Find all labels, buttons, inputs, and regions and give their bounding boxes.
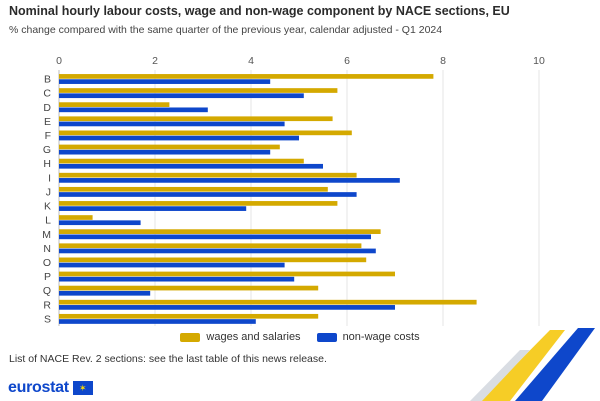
gridlines	[58, 70, 540, 326]
x-tick-label: 10	[533, 55, 545, 67]
bar-wages-H[interactable]	[59, 158, 304, 164]
bar-wages-R[interactable]	[59, 299, 477, 305]
bar-wages-N[interactable]	[59, 243, 362, 249]
category-label-O: O	[43, 257, 51, 269]
category-label-M: M	[42, 229, 51, 241]
category-label-H: H	[43, 158, 51, 170]
bar-nonwage-P[interactable]	[59, 276, 295, 282]
bar-nonwage-D[interactable]	[59, 107, 208, 113]
category-label-I: I	[48, 172, 51, 184]
category-label-C: C	[43, 88, 51, 100]
bar-nonwage-K[interactable]	[59, 206, 247, 211]
bar-wages-L[interactable]	[59, 215, 93, 220]
legend-item-nonwage[interactable]: non-wage costs	[316, 331, 420, 343]
corner-blue-stripe	[515, 328, 595, 401]
bar-nonwage-S[interactable]	[59, 319, 256, 324]
category-label-E: E	[44, 116, 51, 128]
bar-wages-M[interactable]	[59, 229, 381, 234]
bar-wages-O[interactable]	[59, 257, 367, 263]
bar-nonwage-F[interactable]	[59, 135, 299, 141]
bar-wages-F[interactable]	[59, 130, 352, 136]
category-label-P: P	[44, 271, 51, 283]
bar-wages-G[interactable]	[59, 144, 280, 150]
category-label-Q: Q	[43, 285, 51, 297]
bar-nonwage-N[interactable]	[59, 248, 376, 254]
chart-title: Nominal hourly labour costs, wage and no…	[9, 4, 510, 18]
category-label-D: D	[43, 102, 51, 114]
bar-wages-C[interactable]	[59, 88, 338, 93]
bar-wages-S[interactable]	[59, 313, 319, 319]
corner-yellow-stripe	[480, 330, 565, 401]
corner-decoration	[470, 328, 595, 401]
bar-nonwage-O[interactable]	[59, 262, 285, 268]
bar-wages-Q[interactable]	[59, 285, 319, 291]
bar-nonwage-L[interactable]	[59, 220, 141, 226]
category-label-B: B	[44, 74, 51, 86]
category-label-G: G	[43, 144, 51, 156]
x-tick-label: 0	[56, 55, 62, 67]
bar-nonwage-J[interactable]	[59, 192, 357, 197]
footnote: List of NACE Rev. 2 sections: see the la…	[9, 353, 327, 365]
bar-nonwage-Q[interactable]	[59, 290, 151, 296]
category-label-K: K	[44, 201, 51, 213]
bar-wages-D[interactable]	[59, 102, 170, 107]
chart-legend: wages and salaries non-wage costs	[0, 331, 600, 343]
bar-nonwage-E[interactable]	[59, 121, 285, 127]
bars	[59, 74, 477, 324]
x-axis-ticks: 0 2 4 6 8 10	[56, 55, 545, 67]
bar-nonwage-B[interactable]	[59, 79, 271, 84]
legend-swatch-nonwage	[316, 332, 337, 342]
x-tick-label: 6	[344, 55, 350, 67]
bar-wages-K[interactable]	[59, 201, 338, 206]
x-tick-label: 4	[248, 55, 254, 67]
bar-wages-J[interactable]	[59, 186, 328, 192]
bar-wages-E[interactable]	[59, 116, 333, 122]
x-tick-label: 8	[440, 55, 446, 67]
corner-grey-stripe	[470, 350, 530, 401]
bar-nonwage-G[interactable]	[59, 149, 271, 155]
category-label-N: N	[43, 243, 51, 255]
bar-wages-I[interactable]	[59, 172, 357, 178]
legend-label-nonwage: non-wage costs	[342, 331, 420, 343]
category-label-R: R	[43, 299, 51, 311]
legend-item-wages[interactable]: wages and salaries	[180, 331, 301, 343]
logo-text: eurostat	[8, 379, 69, 396]
legend-label-wages: wages and salaries	[206, 331, 301, 343]
category-label-L: L	[45, 215, 51, 227]
category-label-S: S	[44, 313, 51, 325]
bar-wages-P[interactable]	[59, 271, 395, 277]
chart-subtitle: % change compared with the same quarter …	[9, 24, 443, 36]
bar-nonwage-C[interactable]	[59, 93, 304, 99]
eurostat-logo: eurostat ✶	[8, 379, 93, 397]
legend-swatch-wages	[180, 332, 201, 342]
bar-nonwage-M[interactable]	[59, 234, 371, 240]
x-tick-label: 2	[152, 55, 158, 67]
bar-wages-B[interactable]	[59, 74, 434, 79]
eu-flag-icon: ✶	[72, 381, 93, 395]
category-label-J: J	[46, 186, 51, 198]
category-label-F: F	[45, 130, 51, 142]
bar-nonwage-R[interactable]	[59, 305, 395, 310]
bar-nonwage-I[interactable]	[59, 178, 400, 183]
bar-nonwage-H[interactable]	[59, 163, 323, 169]
